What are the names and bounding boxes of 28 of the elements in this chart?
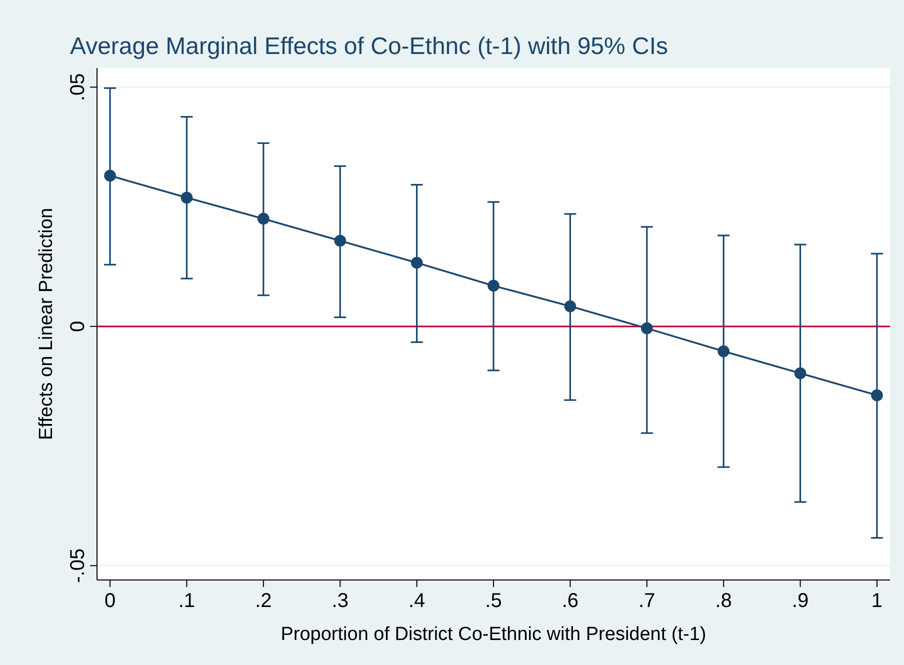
point xyxy=(794,367,806,380)
point xyxy=(871,389,883,402)
point xyxy=(718,345,730,358)
x-tick-label: .8 xyxy=(715,590,732,612)
point xyxy=(258,212,270,225)
y-tick-label: 0 xyxy=(67,320,89,332)
chart-title: Average Marginal Effects of Co-Ethnc (t-1) with 95% CIs xyxy=(70,33,668,60)
x-tick-label: .5 xyxy=(485,590,502,612)
x-tick-label: .1 xyxy=(178,590,196,612)
point xyxy=(564,300,576,312)
x-tick-label: 0 xyxy=(104,590,116,612)
point xyxy=(104,170,116,182)
x-tick-label: .6 xyxy=(562,590,579,612)
point xyxy=(640,322,653,334)
point xyxy=(488,280,500,292)
x-tick-label: .3 xyxy=(332,590,348,612)
x-tick-label: .2 xyxy=(255,590,272,612)
y-tick-label: .05 xyxy=(67,73,89,102)
point xyxy=(180,192,193,204)
point xyxy=(334,234,346,247)
x-tick-label: .9 xyxy=(792,590,809,612)
y-axis-title: Effects on Linear Prediction xyxy=(36,208,57,440)
x-tick-label: .4 xyxy=(408,590,426,612)
x-tick-label: .7 xyxy=(638,590,656,612)
x-tick-label: 1 xyxy=(871,590,883,612)
y-tick-label: -.05 xyxy=(67,548,89,583)
x-axis-title: Proportion of District Co-Ethnic with President (t-1) xyxy=(280,624,706,645)
point xyxy=(410,256,423,269)
